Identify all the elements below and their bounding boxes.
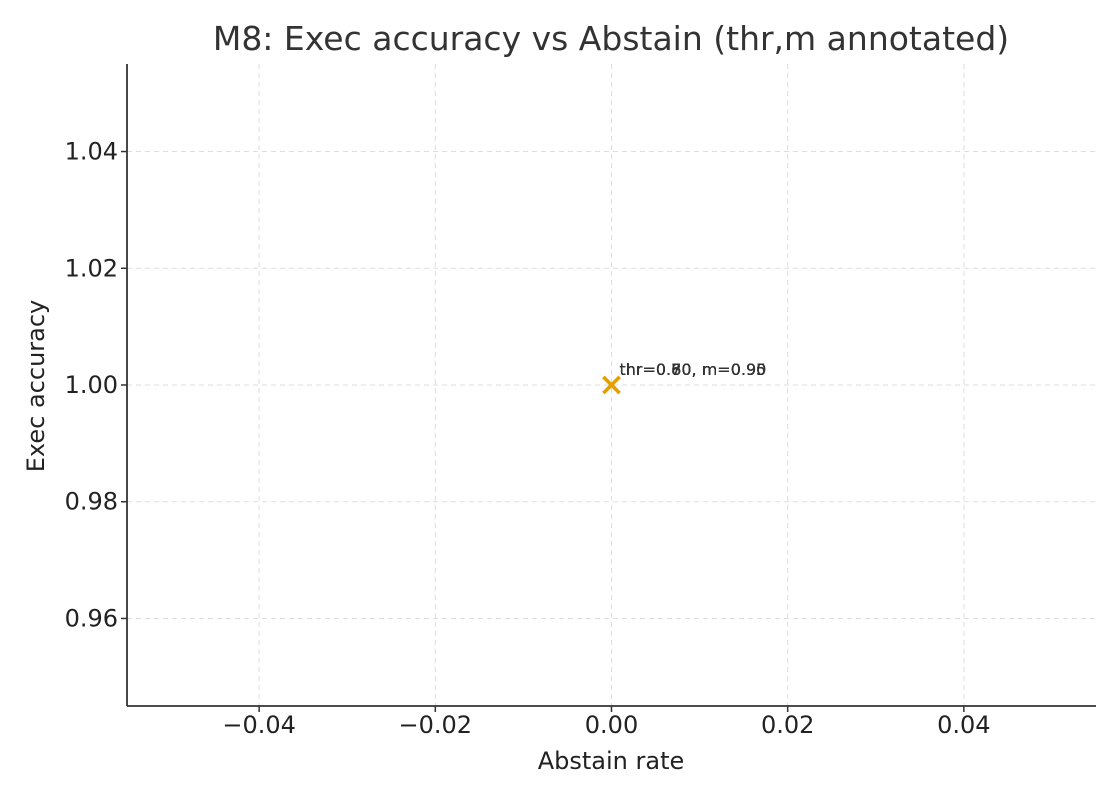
y-tick-label: 1.04 [65,138,118,166]
x-tick-label: 0.02 [761,711,814,739]
data-point [602,375,621,395]
point-annotation: thr=0.80, m=0.90 [620,360,767,379]
grid-layer [127,64,1096,706]
point-annotation: thr=0.60, m=0.90 [620,360,767,379]
y-tick-label: 0.98 [65,488,118,516]
ticks-layer: −0.04 −0.02 0.00 0.02 0.04 0.96 0.98 1.00 1.02 1.… [65,138,991,739]
data-point-stroke [602,375,621,395]
point-annotation: thr=0.70, m=0.90 [620,360,767,379]
chart-title: M8: Exec accuracy vs Abstain (thr,m anno… [213,19,1009,58]
point-annotation: thr=0.80, m=0.95 [620,360,767,379]
y-tick-label: 1.02 [65,254,118,282]
x-tick-label: 0.00 [585,711,638,739]
point-annotation: thr=0.70, m=0.95 [620,360,767,379]
y-tick-label: 1.00 [65,371,118,399]
x-tick-label: 0.04 [937,711,990,739]
x-tick-label: −0.04 [222,711,296,739]
x-tick-label: −0.02 [399,711,473,739]
points-layer [602,375,621,395]
point-annotation: thr=0.60, m=0.95 [620,360,767,379]
y-tick-label: 0.96 [65,604,118,632]
y-axis-label: Exec accuracy [22,300,50,473]
x-axis-label: Abstain rate [538,747,685,775]
